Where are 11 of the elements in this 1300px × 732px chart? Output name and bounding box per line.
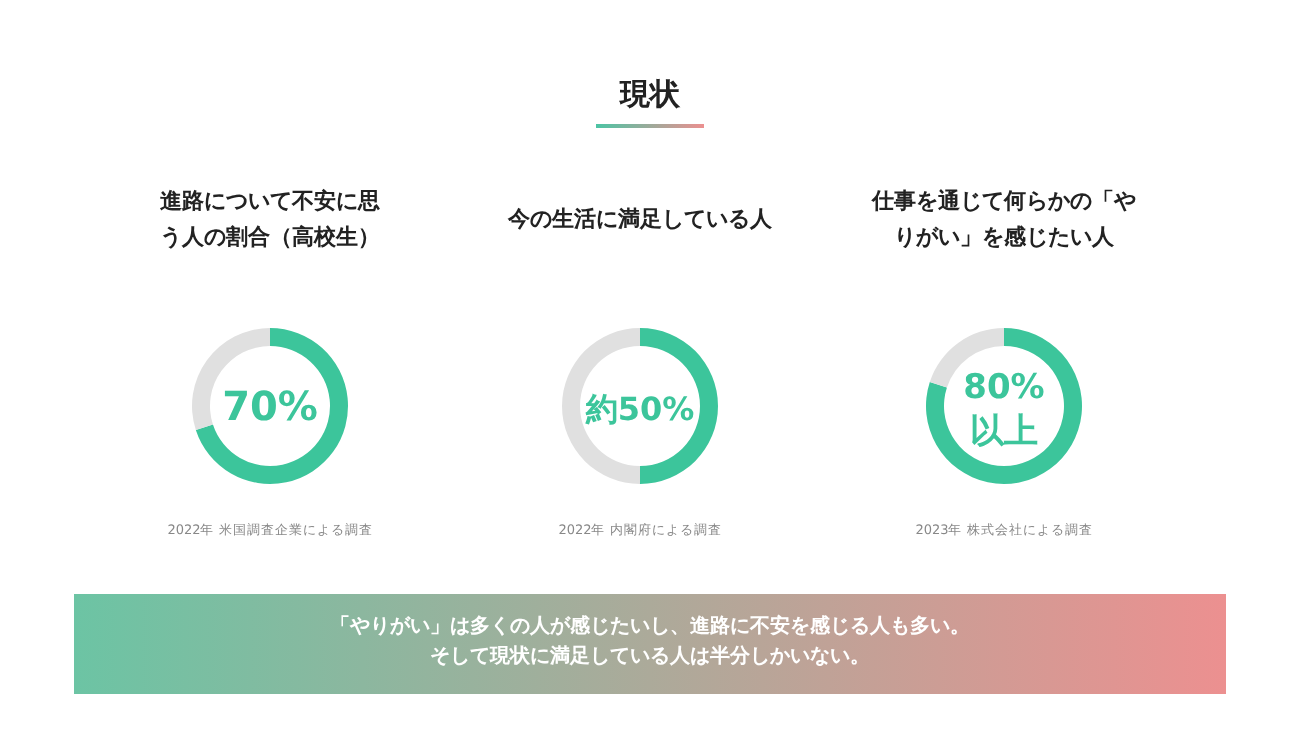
chart-title: 仕事を通じて何らかの「やりがい」を感じたい人	[869, 186, 1138, 254]
chart-title: 進路について不安に思う人の割合（高校生）	[158, 186, 382, 254]
text: 現状	[618, 76, 682, 112]
chart-title: 今の生活に満足している人	[508, 204, 772, 236]
donut-slice	[195, 328, 348, 484]
donut-slice	[926, 328, 1082, 484]
text: 「やりがい」は多くの人が感じたいし、進路に不安を感じる人も多い。	[330, 614, 970, 638]
text: 70%	[222, 382, 318, 430]
text: 80% 以上	[963, 368, 1045, 452]
text: そして現状に満足している人は半分しかいない。	[430, 644, 870, 668]
text: 約50%	[583, 390, 695, 428]
